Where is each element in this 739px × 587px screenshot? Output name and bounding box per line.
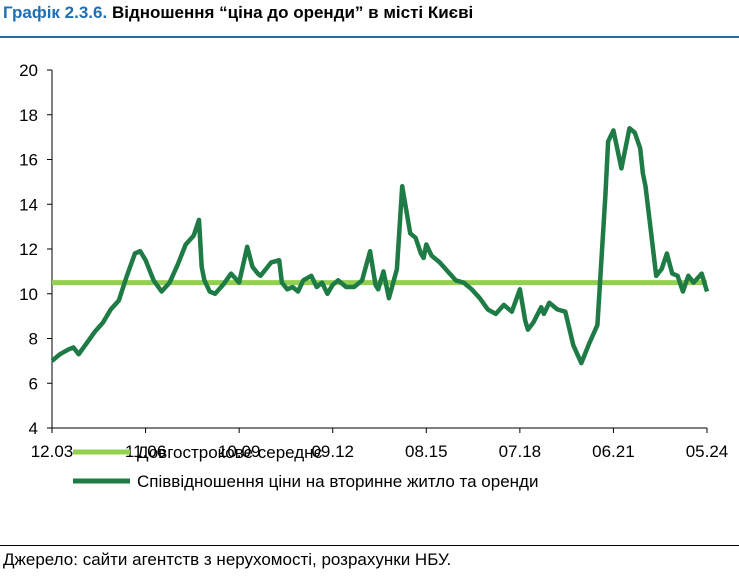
y-tick-label: 6: [29, 374, 38, 393]
y-tick-label: 4: [29, 419, 38, 438]
x-tick-label: 09.12: [311, 442, 354, 461]
x-tick-label: 11.06: [125, 442, 166, 461]
x-tick-label: 06.21: [592, 442, 635, 461]
y-tick-label: 10: [19, 285, 38, 304]
source-divider: [0, 545, 739, 546]
legend-label: Співвідношення ціни на вторинне житло та…: [137, 472, 538, 491]
x-axis-tick-labels: 12.03 11.06 10.09 09.12 08.15 07.18 06.21 05.24: [31, 442, 729, 461]
source-note: Джерело: сайти агентств з нерухомості, р…: [3, 550, 452, 569]
line-chart: 4 6 8 10 12 14 16 18 20 12.03 11.06 10.09 09.12 08.1…: [19, 61, 729, 491]
x-tick-label: 07.18: [499, 442, 542, 461]
chart-axes: [47, 69, 708, 433]
figure-title: Відношення “ціна до оренди” в місті Києв…: [111, 3, 474, 22]
y-tick-label: 14: [19, 195, 38, 214]
y-tick-label: 12: [19, 240, 38, 259]
x-tick-label: 12.03: [31, 442, 74, 461]
title-divider: [0, 36, 739, 38]
figure-label: Графік 2.3.6.: [3, 3, 108, 22]
y-tick-label: 16: [19, 151, 38, 170]
legend: Довгострокове середнє Співвідношення ціни…: [73, 443, 538, 491]
x-tick-label: 08.15: [405, 442, 448, 461]
y-axis-tick-labels: 4 6 8 10 12 14 16 18 20: [19, 61, 38, 438]
legend-label: Довгострокове середнє: [137, 443, 323, 462]
series-line-price-to-rent: [50, 125, 710, 366]
y-tick-label: 18: [19, 106, 38, 125]
y-tick-label: 8: [29, 330, 38, 349]
x-tick-label: 10.09: [218, 442, 261, 461]
chart-series: [50, 125, 710, 366]
x-tick-label: 05.24: [686, 442, 729, 461]
y-tick-label: 20: [19, 61, 38, 80]
chart-title: Графік 2.3.6. Відношення “ціна до оренди…: [3, 3, 473, 23]
